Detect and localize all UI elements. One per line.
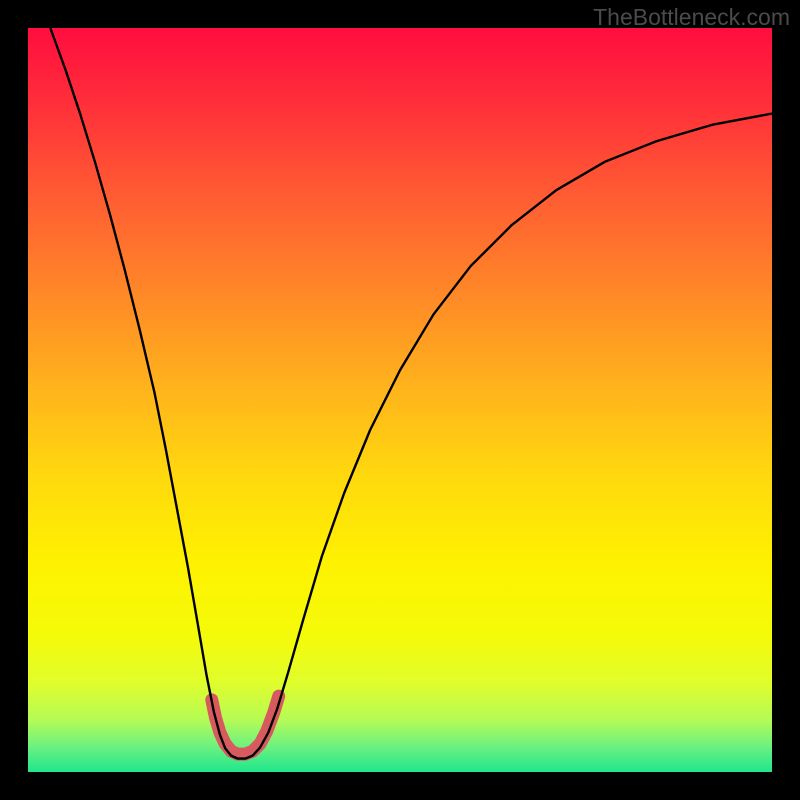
watermark-text: TheBottleneck.com (593, 4, 790, 31)
trough-highlight-curve (212, 696, 279, 754)
curve-layer (28, 28, 772, 772)
bottleneck-curve (50, 28, 772, 759)
plot-area (28, 28, 772, 772)
